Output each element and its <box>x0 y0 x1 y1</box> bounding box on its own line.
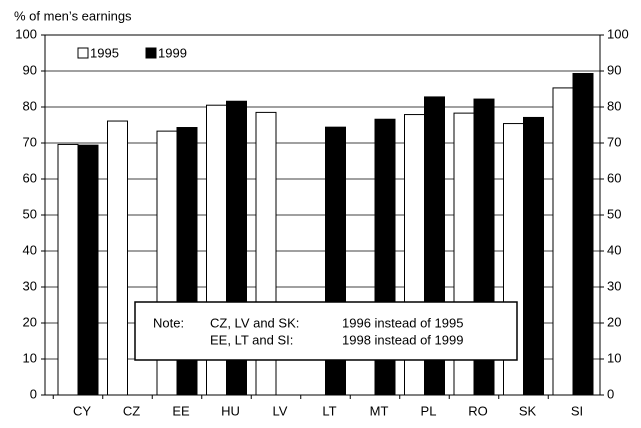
y-tick-label: 20 <box>23 314 37 329</box>
y-tick-label: 60 <box>23 170 37 185</box>
note-key: CZ, LV and SK: <box>210 315 299 330</box>
bar <box>57 143 79 396</box>
x-tick-label: RO <box>468 403 488 418</box>
y2-tick-label: 70 <box>607 134 621 149</box>
x-tick-label: CZ <box>123 403 140 418</box>
y2-tick-label: 20 <box>607 314 621 329</box>
bar <box>572 73 594 396</box>
bar <box>107 120 128 396</box>
legend-swatch <box>145 47 157 59</box>
x-tick-label: SI <box>571 403 583 418</box>
legend-label: 1999 <box>158 45 187 60</box>
note-text: 1996 instead of 1995 <box>342 315 463 330</box>
y-tick-label: 0 <box>30 386 37 401</box>
bar <box>552 87 574 396</box>
x-tick-label: PL <box>421 403 437 418</box>
y-tick-label: 10 <box>23 350 37 365</box>
note-text: 1998 instead of 1999 <box>342 332 463 347</box>
note-label: Note: <box>153 315 184 330</box>
y-tick-label: 50 <box>23 206 37 221</box>
legend-swatch <box>77 47 89 59</box>
y-axis-label: % of men’s earnings <box>14 8 132 23</box>
y-tick-label: 40 <box>23 242 37 257</box>
y-tick-label: 30 <box>23 278 37 293</box>
y-tick-label: 70 <box>23 134 37 149</box>
y2-tick-label: 40 <box>607 242 621 257</box>
x-tick-label: SK <box>519 403 537 418</box>
y2-tick-label: 30 <box>607 278 621 293</box>
y2-tick-label: 60 <box>607 170 621 185</box>
x-tick-label: CY <box>73 403 91 418</box>
x-tick-label: LV <box>273 403 288 418</box>
y2-tick-label: 90 <box>607 62 621 77</box>
note-key: EE, LT and SI: <box>210 332 293 347</box>
legend-label: 1995 <box>90 45 119 60</box>
x-tick-label: EE <box>172 403 190 418</box>
x-tick-label: HU <box>221 403 240 418</box>
plot-frame <box>44 34 601 396</box>
bar <box>523 116 544 396</box>
x-tick-label: MT <box>370 403 389 418</box>
y2-tick-label: 10 <box>607 350 621 365</box>
y2-tick-label: 0 <box>607 386 614 401</box>
y-tick-label: 80 <box>23 98 37 113</box>
y-tick-label: 90 <box>23 62 37 77</box>
y2-tick-label: 100 <box>607 26 629 41</box>
y-tick-label: 100 <box>15 26 37 41</box>
y2-tick-label: 50 <box>607 206 621 221</box>
y2-tick-label: 80 <box>607 98 621 113</box>
note-box <box>134 301 518 361</box>
x-tick-label: LT <box>322 403 336 418</box>
bar <box>77 144 99 396</box>
